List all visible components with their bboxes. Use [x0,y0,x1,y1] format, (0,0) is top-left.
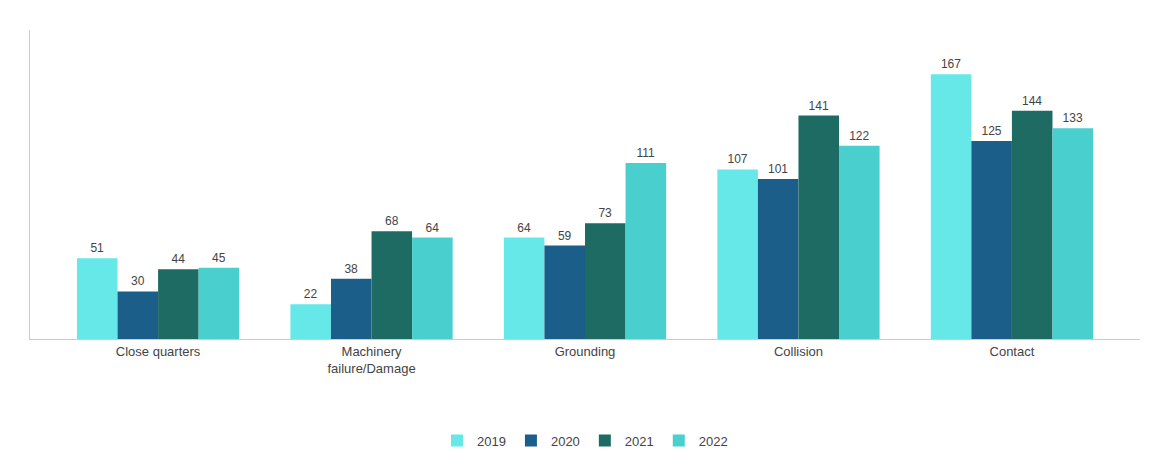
svg-text:167: 167 [941,57,961,71]
svg-text:59: 59 [558,229,572,243]
svg-text:133: 133 [1063,111,1083,125]
svg-text:64: 64 [426,221,440,235]
svg-text:51: 51 [90,241,104,255]
svg-text:2022: 2022 [699,434,728,449]
svg-text:22: 22 [304,287,318,301]
svg-text:64: 64 [517,221,531,235]
svg-text:101: 101 [768,162,788,176]
svg-text:122: 122 [849,129,869,143]
svg-text:2020: 2020 [551,434,580,449]
svg-text:141: 141 [809,99,829,113]
svg-text:107: 107 [727,152,747,166]
svg-text:Collision: Collision [774,344,823,359]
svg-text:111: 111 [637,146,656,160]
svg-text:144: 144 [1022,94,1042,108]
svg-text:68: 68 [385,214,399,228]
svg-text:Grounding: Grounding [555,344,616,359]
svg-text:Close quarters: Close quarters [116,344,201,359]
svg-text:44: 44 [172,252,186,266]
svg-text:2019: 2019 [477,434,506,449]
svg-text:2021: 2021 [625,434,654,449]
svg-text:38: 38 [344,262,358,276]
svg-text:125: 125 [981,124,1001,138]
svg-text:45: 45 [212,251,226,265]
svg-text:73: 73 [598,206,612,220]
svg-text:Contact: Contact [990,344,1035,359]
svg-text:30: 30 [131,274,145,288]
svg-text:Machineryfailure/Damage: Machineryfailure/Damage [327,344,415,376]
